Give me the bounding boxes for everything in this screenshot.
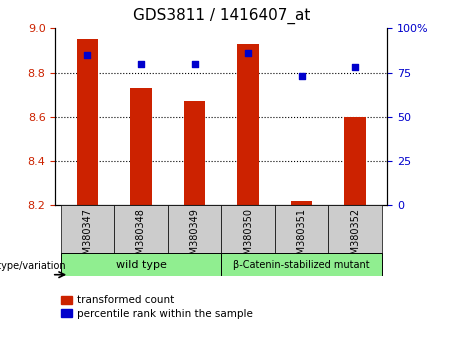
Title: GDS3811 / 1416407_at: GDS3811 / 1416407_at: [133, 8, 310, 24]
Bar: [291, 201, 312, 205]
Text: genotype/variation: genotype/variation: [0, 261, 65, 271]
Text: GSM380349: GSM380349: [189, 208, 200, 267]
Point: [244, 50, 252, 56]
Bar: [130, 88, 152, 205]
FancyBboxPatch shape: [221, 253, 382, 276]
Point: [351, 64, 359, 70]
Legend: transformed count, percentile rank within the sample: transformed count, percentile rank withi…: [60, 296, 253, 319]
FancyBboxPatch shape: [275, 205, 328, 255]
Point: [298, 73, 305, 79]
Text: wild type: wild type: [116, 259, 166, 270]
Bar: [184, 101, 205, 205]
FancyBboxPatch shape: [221, 205, 275, 255]
FancyBboxPatch shape: [61, 205, 114, 255]
Point: [84, 52, 91, 58]
Text: GSM380347: GSM380347: [83, 208, 93, 267]
Bar: [77, 39, 98, 205]
FancyBboxPatch shape: [61, 253, 221, 276]
Text: GSM380352: GSM380352: [350, 208, 360, 267]
Bar: [344, 117, 366, 205]
Text: GSM380350: GSM380350: [243, 208, 253, 267]
FancyBboxPatch shape: [114, 205, 168, 255]
Bar: [237, 44, 259, 205]
FancyBboxPatch shape: [328, 205, 382, 255]
Text: GSM380348: GSM380348: [136, 208, 146, 267]
Point: [137, 61, 145, 67]
Point: [191, 61, 198, 67]
Text: β-Catenin-stabilized mutant: β-Catenin-stabilized mutant: [233, 259, 370, 270]
FancyBboxPatch shape: [168, 205, 221, 255]
Text: GSM380351: GSM380351: [296, 208, 307, 267]
